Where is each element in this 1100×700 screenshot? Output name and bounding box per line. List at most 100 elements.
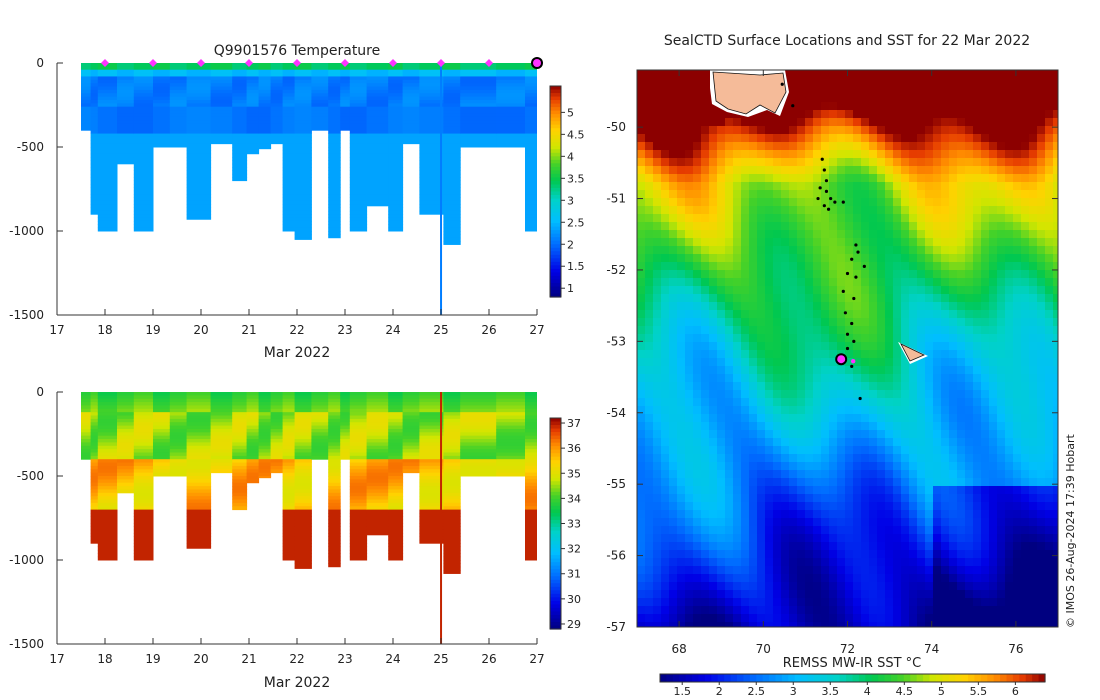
temperature-cell [282,220,296,225]
sst-cell [821,254,830,263]
temperature-cell [328,214,341,219]
sst-cell [797,166,806,175]
sst-cell [741,166,750,175]
sst-cell [837,142,846,151]
sst-cell [709,382,718,391]
sst-cell [749,350,758,359]
temperature-cell [496,93,526,98]
sst-cell [733,438,742,447]
temperature-cell [169,116,188,121]
sst-cell [837,478,846,487]
salinity-cell [460,425,497,430]
sst-cell [845,566,854,575]
sst-cell [821,110,830,119]
sst-cell [717,510,726,519]
salinity-cell [328,536,341,541]
sst-cell [741,542,750,551]
salinity-cell [328,432,341,437]
sst-cell [661,222,670,231]
sst-cell [645,366,654,375]
salinity-cell [388,422,404,427]
sst-cell [869,358,878,367]
salinity-cell [186,529,212,534]
salinity-cell [402,432,420,437]
sst-cell [661,574,670,583]
sst-cell [813,326,822,335]
salinity-cell [153,395,171,400]
temperature-cell [270,123,284,128]
sst-cell [829,158,838,167]
sst-cell [741,574,750,583]
sst-cell [781,494,790,503]
temperature-colorbar-segment [550,180,561,186]
sst-cell [941,350,950,359]
sst-cell [733,550,742,559]
temperature-profiles [81,63,537,315]
sst-cell [909,382,918,391]
temperature-cell [328,194,341,198]
sst-cell [685,566,694,575]
temperature-cell [496,79,526,84]
sst-cell [733,310,742,319]
sst-cell [781,182,790,191]
salinity-cell [246,469,260,474]
salinity-colorbar-segment [550,491,561,496]
temperature-cell [97,194,118,198]
salinity-cell [460,392,497,396]
sst-cell [933,222,942,231]
temperature-colorbar-segment [550,145,561,150]
salinity-cell [186,472,212,477]
sst-cell [917,566,926,575]
sst-cell [821,70,830,79]
salinity-cell [443,408,461,413]
salinity-cell [525,479,537,484]
temperature-cell [210,126,233,131]
sst-cell [901,70,910,79]
sst-cell [653,326,662,335]
sst-cell [821,614,830,623]
sst-cell [885,502,894,511]
sst-cell [917,390,926,399]
sst-cell [653,158,662,167]
salinity-cell [443,398,461,403]
salinity-cell [258,418,272,423]
sst-cell [677,502,686,511]
sst-cell [709,446,718,455]
sst-cell [661,598,670,607]
sst-cell [781,134,790,143]
sst-cell [885,158,894,167]
sst-cell [797,438,806,447]
sst-cell [693,350,702,359]
temperature-cell [117,150,135,155]
salinity-cell [153,455,171,460]
sst-cell [933,598,942,607]
temperature-cell [258,76,272,81]
salinity-cell [232,432,248,437]
sst-cell [933,110,942,119]
salinity-cell [117,439,135,443]
sst-cell [757,222,766,231]
sst-cell [837,238,846,247]
sst-cell [781,574,790,583]
temperature-cell [388,163,404,168]
sst-cell [885,222,894,231]
salinity-cell [246,425,260,430]
temperature-cell [525,113,537,118]
salinity-cell [246,449,260,453]
sst-cell [893,486,902,495]
sst-cell [805,166,814,175]
sst-cell [701,366,710,375]
sst-cell [733,246,742,255]
sst-cell [933,286,942,295]
temperature-cell [117,79,135,84]
temperature-cell [90,106,99,111]
salinity-cell [328,465,341,470]
temperature-cell [388,227,404,232]
sst-cell [901,286,910,295]
salinity-cell [186,465,212,470]
sst-cell [829,454,838,463]
salinity-cell [525,442,537,447]
sst-cell [661,534,670,543]
sst-cell [877,502,886,511]
sst-cell [941,270,950,279]
